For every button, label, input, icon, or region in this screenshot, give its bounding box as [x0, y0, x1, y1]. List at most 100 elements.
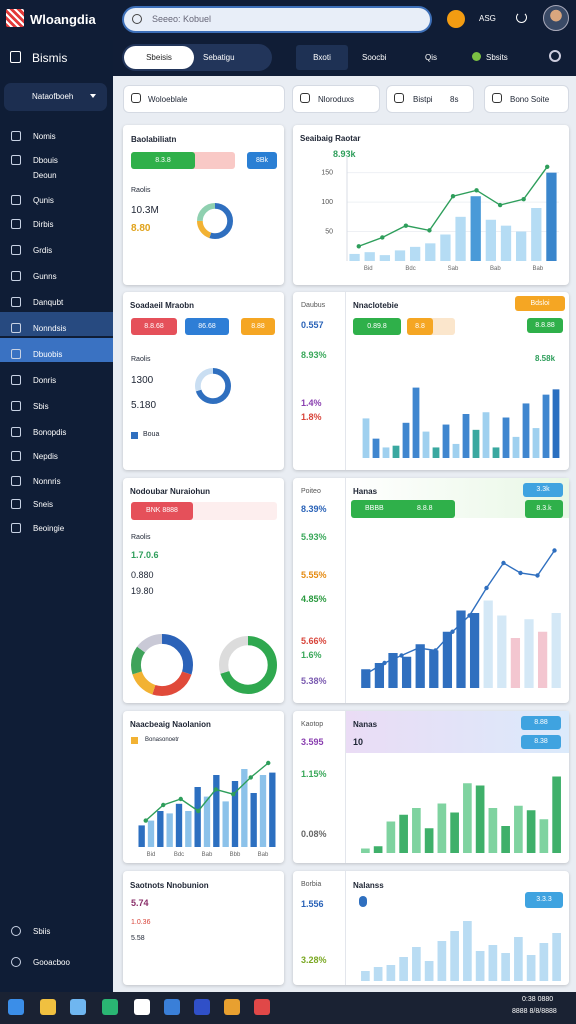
taskbar-icon[interactable]	[8, 999, 24, 1015]
taskbar-icon[interactable]	[164, 999, 180, 1015]
filter-box[interactable]	[484, 85, 569, 113]
pill[interactable]: 8.88	[241, 318, 275, 335]
bar	[401, 656, 412, 688]
pill[interactable]: 8.8	[407, 318, 433, 335]
bar	[539, 943, 549, 981]
tab[interactable]: Sebatigu	[203, 53, 235, 62]
nav-item[interactable]: Dirbis	[33, 220, 54, 229]
bar	[250, 793, 257, 847]
pill[interactable]: BNK 8888	[131, 502, 193, 520]
tab[interactable]: Sbsits	[486, 53, 508, 62]
pill[interactable]: 8.8.68	[131, 318, 177, 335]
filter-label: Bistpi	[413, 95, 433, 104]
nav-item[interactable]: Deoun	[33, 171, 57, 180]
bar	[475, 951, 485, 981]
avatar[interactable]	[543, 5, 569, 31]
filter-box[interactable]	[386, 85, 474, 113]
bar	[412, 947, 421, 981]
bar	[515, 231, 527, 261]
nav-item[interactable]: Sbiis	[33, 927, 51, 936]
nav-item[interactable]: Dbuobis	[33, 350, 63, 359]
badge[interactable]: 8.88	[521, 716, 561, 730]
nav-item[interactable]: Nomis	[33, 132, 56, 141]
user-label: ASG	[479, 14, 496, 23]
search-box[interactable]	[122, 6, 432, 33]
bar	[450, 931, 459, 981]
taskbar-icon[interactable]	[194, 999, 210, 1015]
line-point	[467, 613, 472, 618]
nav-icon	[11, 297, 21, 307]
bar	[482, 412, 490, 458]
taskbar-icon[interactable]	[224, 999, 240, 1015]
bar	[424, 961, 434, 981]
refresh[interactable]	[516, 12, 527, 23]
nav-icon	[11, 323, 21, 333]
taskbar-icon[interactable]	[40, 999, 56, 1015]
bar	[399, 814, 408, 853]
legend-label: Boua	[143, 431, 160, 438]
nav-item[interactable]: Danqubt	[33, 298, 64, 307]
chart	[218, 635, 278, 695]
pill-bg	[351, 500, 455, 518]
nav-item[interactable]: Gunns	[33, 272, 57, 281]
badge[interactable]: 3.3k	[523, 483, 563, 497]
nav-item[interactable]: Grdis	[33, 246, 53, 255]
pill[interactable]: 8.3.8	[131, 152, 195, 169]
nav-item[interactable]: Sbis	[33, 402, 49, 411]
sidebar-select[interactable]	[4, 83, 107, 111]
nav-item[interactable]: Beoingie	[33, 524, 65, 533]
divider	[345, 711, 346, 863]
settings-icon[interactable]	[549, 50, 561, 62]
badge[interactable]: Bdsloi	[515, 296, 565, 311]
filter-box[interactable]	[292, 85, 380, 113]
nav-icon	[11, 523, 21, 533]
pill[interactable]: 86.68	[185, 318, 229, 335]
tab[interactable]: Qis	[425, 53, 437, 62]
bar	[394, 250, 406, 261]
nav-item[interactable]: Bonopdis	[33, 428, 67, 437]
nav-item[interactable]: Qunis	[33, 196, 54, 205]
pill[interactable]: 8.8.88	[527, 318, 563, 333]
sidebar-title: Bismis	[32, 51, 68, 65]
bar	[373, 967, 383, 981]
stat: 1300	[131, 375, 154, 386]
tab[interactable]: Bxoti	[296, 45, 348, 70]
bar	[456, 610, 466, 688]
pill[interactable]: 8.3.k	[525, 500, 563, 518]
clock: 8888 8/8/8888	[512, 1008, 557, 1015]
stat: 5.38%	[301, 676, 327, 686]
bell[interactable]	[447, 10, 465, 28]
line-point	[161, 802, 166, 808]
tab[interactable]: Sbeisis	[124, 46, 194, 69]
taskbar-icon[interactable]	[102, 999, 118, 1015]
pill[interactable]: 8Bk	[247, 152, 277, 169]
card: Poiteo 8.39% 5.93% 5.55% 4.85% 5.66% 1.6% 5.38%…	[293, 478, 569, 703]
bar	[475, 785, 485, 853]
nav-item[interactable]: Nonndsis	[33, 324, 67, 333]
filter-box[interactable]	[123, 85, 285, 113]
nav-item[interactable]: Donris	[33, 376, 57, 385]
divider	[345, 292, 346, 470]
taskbar-icon[interactable]	[70, 999, 86, 1015]
side-title: Kaotop	[301, 721, 324, 728]
badge[interactable]: 3.3.3	[525, 892, 563, 908]
chart	[361, 776, 561, 853]
nav-icon	[11, 271, 21, 281]
taskbar-icon[interactable]	[254, 999, 270, 1015]
chart	[195, 368, 231, 404]
pill[interactable]: 0.89.8	[353, 318, 401, 335]
y-tick-label: 150	[321, 170, 333, 177]
pill[interactable]: 8.38	[521, 735, 561, 749]
bar	[222, 801, 229, 847]
stat: 1.6%	[301, 650, 322, 660]
nav-item[interactable]: Sneis	[33, 500, 54, 509]
bar	[501, 953, 510, 981]
bar	[269, 772, 276, 847]
nav-item[interactable]: Gooacboo	[33, 958, 70, 967]
nav-item[interactable]: Nonnris	[33, 477, 61, 486]
taskbar-icon[interactable]	[134, 999, 150, 1015]
tab[interactable]: Soocbi	[362, 53, 387, 62]
card: Seaibaig Raotar 8.93k 150 100 50 Bid Bdc Sab Bab…	[293, 125, 569, 285]
nav-item[interactable]: Dbouis	[33, 156, 58, 165]
nav-item[interactable]: Nepdis	[33, 452, 58, 461]
